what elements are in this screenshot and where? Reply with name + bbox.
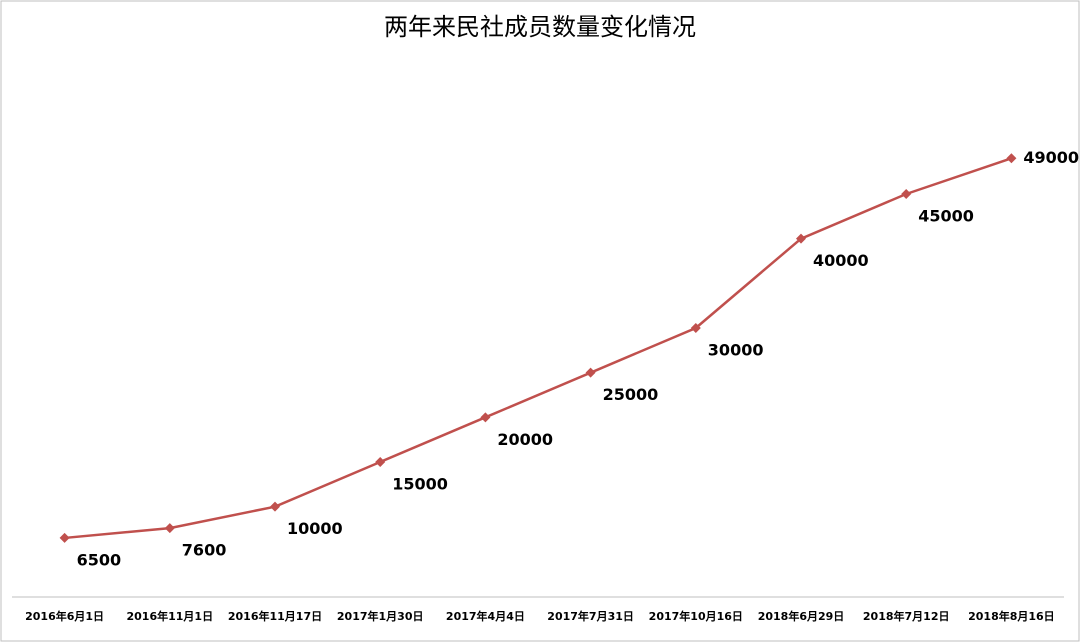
chart-title: 两年来民社成员数量变化情况 — [384, 13, 696, 41]
marker — [690, 323, 701, 333]
x-tick-label: 2017年1月30日 — [337, 609, 424, 623]
data-label: 45000 — [918, 207, 974, 226]
x-tick-label: 2016年6月1日 — [25, 609, 104, 623]
data-label: 7600 — [182, 541, 227, 560]
marker — [270, 501, 280, 512]
x-tick-label: 2018年7月12日 — [863, 609, 950, 623]
marker — [164, 523, 175, 534]
data-label: 6500 — [77, 550, 122, 569]
data-label: 40000 — [813, 251, 869, 270]
marker — [1006, 153, 1017, 164]
marker — [480, 412, 491, 423]
x-tick-label: 2017年7月31日 — [547, 609, 634, 623]
data-label: 25000 — [603, 385, 659, 404]
x-tick-label: 2016年11月17日 — [228, 609, 322, 623]
marker — [901, 189, 912, 199]
data-label: 15000 — [392, 475, 448, 494]
x-tick-label: 2016年11月1日 — [127, 609, 214, 623]
x-tick-label: 2018年8月16日 — [968, 609, 1055, 623]
data-label: 30000 — [708, 341, 764, 360]
marker — [375, 457, 386, 467]
line — [64, 157, 1012, 540]
data-label: 20000 — [497, 430, 553, 449]
x-tick-label: 2018年6月29日 — [758, 609, 845, 623]
data-label: 10000 — [287, 519, 343, 538]
marker — [585, 367, 596, 378]
data-label: 49000 — [1023, 148, 1079, 167]
marker — [796, 233, 806, 244]
x-tick-label: 2017年10月16日 — [649, 609, 743, 623]
marker — [59, 532, 70, 543]
x-tick-label: 2017年4月4日 — [446, 609, 525, 623]
